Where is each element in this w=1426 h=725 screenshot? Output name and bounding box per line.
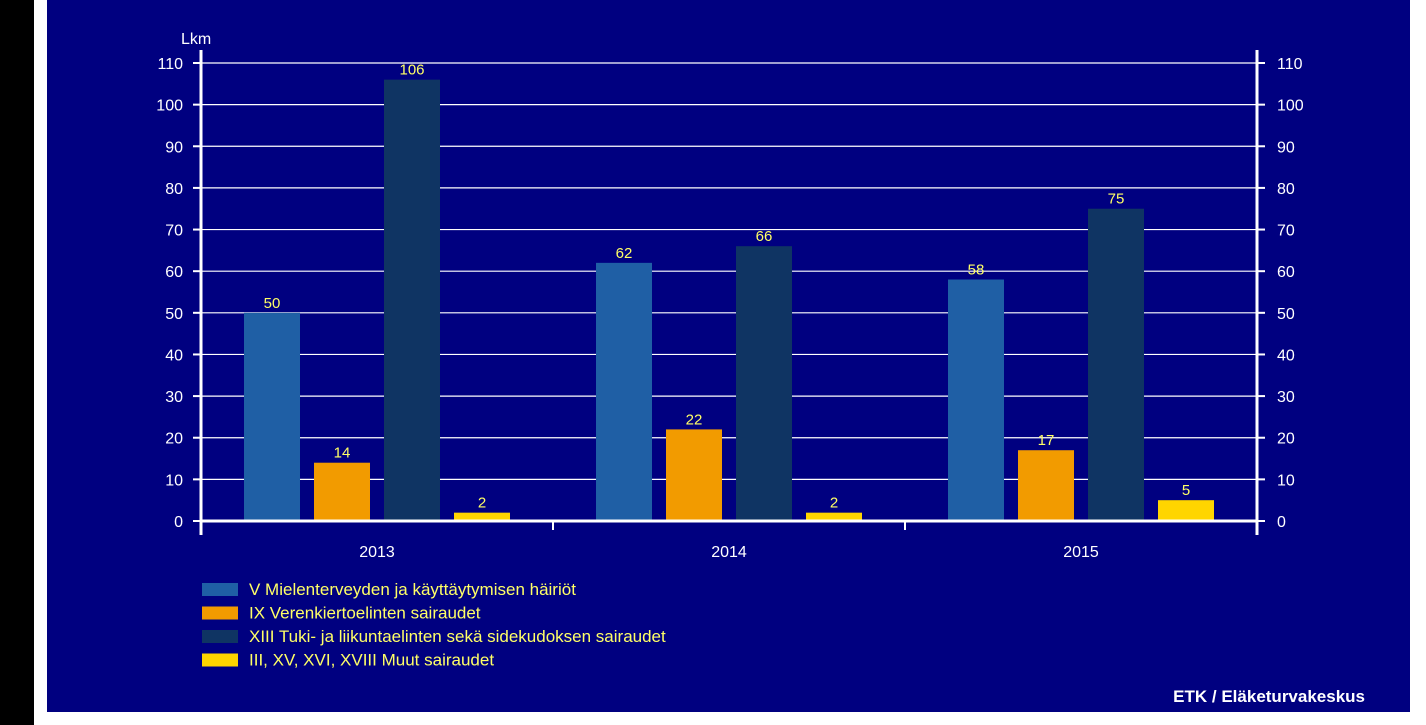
y-tick-label-left: 50 — [165, 306, 183, 323]
data-label: 58 — [968, 262, 985, 279]
legend-swatch — [202, 583, 238, 596]
y-tick-label-right: 20 — [1277, 431, 1295, 448]
y-tick-label-left: 60 — [165, 264, 183, 281]
y-tick-label-left: 100 — [156, 98, 183, 115]
data-label: 66 — [756, 228, 773, 245]
legend-swatch — [202, 653, 238, 667]
y-tick-label-right: 110 — [1277, 56, 1303, 73]
x-tick-label: 2013 — [359, 544, 395, 561]
y-tick-label-right: 100 — [1277, 98, 1304, 115]
tick-labels: 0 0 10 10 20 20 30 30 40 40 50 50 60 60 70 70 80 80 90 90 10… — [156, 56, 1304, 561]
x-tick-label: 2014 — [711, 544, 747, 561]
y-tick-label-left: 30 — [165, 389, 183, 406]
axes — [193, 50, 1265, 535]
data-label: 22 — [686, 411, 703, 428]
source-credit: ETK / Eläketurvakeskus — [1173, 687, 1365, 706]
y-tick-label-right: 50 — [1277, 306, 1295, 323]
bar-2014-series-4 — [806, 512, 862, 521]
bar-2013-series-4 — [454, 512, 510, 521]
y-tick-label-right: 10 — [1277, 472, 1295, 489]
y-axis-label: Lkm — [181, 31, 211, 48]
data-label: 106 — [399, 62, 424, 79]
y-tick-label-left: 0 — [174, 514, 183, 531]
bar-2015-series-2 — [1018, 450, 1074, 521]
y-tick-label-right: 60 — [1277, 264, 1295, 281]
y-tick-label-right: 90 — [1277, 139, 1295, 156]
y-tick-label-left: 70 — [165, 223, 183, 240]
legend-label: III, XV, XVI, XVIII Muut sairaudet — [249, 651, 494, 670]
bar-2015-series-4 — [1158, 500, 1214, 521]
grid-lines — [201, 62, 1257, 480]
y-tick-label-left: 10 — [165, 472, 183, 489]
y-tick-label-right: 30 — [1277, 389, 1295, 406]
data-label: 62 — [616, 245, 633, 262]
legend-label: V Mielenterveyden ja käyttäytymisen häir… — [249, 580, 576, 599]
bar-2014-series-2 — [666, 429, 722, 521]
y-tick-label-right: 70 — [1277, 223, 1295, 240]
bar-2015-series-1 — [948, 279, 1004, 521]
y-tick-label-right: 40 — [1277, 347, 1295, 364]
data-label: 50 — [264, 295, 281, 312]
y-tick-label-left: 90 — [165, 139, 183, 156]
bar-2013-series-1 — [244, 312, 300, 521]
data-label: 75 — [1108, 191, 1125, 208]
y-tick-label-left: 110 — [157, 56, 183, 73]
data-label: 5 — [1182, 482, 1190, 499]
bar-2014-series-1 — [596, 262, 652, 521]
data-label: 17 — [1038, 432, 1055, 449]
x-tick-label: 2015 — [1063, 544, 1099, 561]
y-tick-label-left: 20 — [165, 431, 183, 448]
legend-swatch — [202, 630, 238, 643]
y-tick-label-left: 80 — [165, 181, 183, 198]
legend-label: XIII Tuki- ja liikuntaelinten sekä sidek… — [249, 627, 666, 646]
data-label: 2 — [830, 495, 838, 512]
legend-swatch — [202, 606, 238, 620]
bar-2013-series-3 — [384, 79, 440, 522]
data-label: 14 — [334, 445, 351, 462]
y-tick-label-right: 0 — [1277, 514, 1286, 531]
bar-2014-series-3 — [736, 246, 792, 521]
bar-2013-series-2 — [314, 462, 370, 521]
legend: V Mielenterveyden ja käyttäytymisen häir… — [202, 580, 666, 670]
y-tick-label-right: 80 — [1277, 181, 1295, 198]
y-tick-label-left: 40 — [165, 347, 183, 364]
bars: 50 14 106 2 62 22 66 2 58 17 75 5 — [244, 62, 1214, 522]
legend-label: IX Verenkiertoelinten sairaudet — [249, 604, 481, 623]
bar-2015-series-3 — [1088, 208, 1144, 521]
data-label: 2 — [478, 495, 486, 512]
